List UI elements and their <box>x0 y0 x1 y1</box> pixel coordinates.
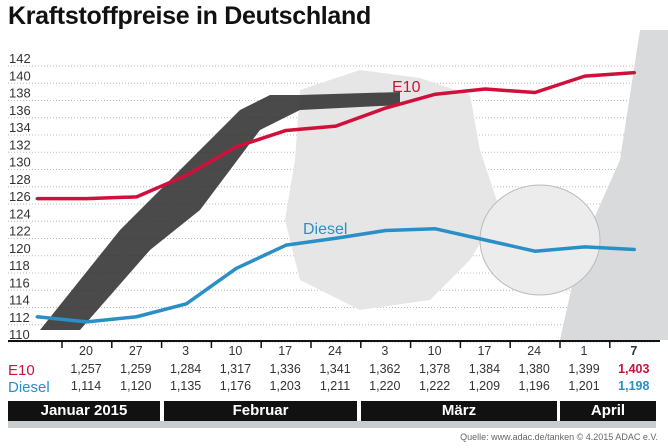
data-point-diesel <box>384 229 388 232</box>
diesel-cell: 1,198 <box>618 379 650 393</box>
data-point-diesel <box>583 245 587 249</box>
e10-cell: 1,317 <box>219 362 252 376</box>
y-tick-label: 126 <box>9 189 31 204</box>
date-cell: 24 <box>527 344 542 358</box>
y-tick-label: 136 <box>9 103 31 118</box>
line-chart: 110 112 114 116 118 120 122 124 126 128 130 132 134 1… <box>8 30 668 348</box>
data-point-e10 <box>334 124 338 128</box>
chart-title: Kraftstoffpreise in Deutschland <box>8 2 371 30</box>
row-label-e10: E10 <box>8 362 35 379</box>
e10-cell: 1,259 <box>120 362 152 376</box>
y-tick-label: 118 <box>9 258 30 273</box>
footer-bar <box>8 421 656 428</box>
data-point-e10 <box>583 74 587 78</box>
data-point-diesel <box>433 227 437 231</box>
diesel-cell: 1,220 <box>369 379 401 393</box>
data-point-e10 <box>284 128 288 132</box>
data-point-e10 <box>633 71 637 75</box>
data-point-e10 <box>85 197 89 201</box>
e10-cell: 1,384 <box>468 362 501 376</box>
data-point-e10 <box>184 173 188 177</box>
source-note: Quelle: www.adac.de/tanken © 4.2015 ADAC… <box>460 432 658 442</box>
y-tick-label: 138 <box>9 86 31 101</box>
data-point-e10 <box>135 195 139 199</box>
diesel-cell: 1,176 <box>219 379 252 393</box>
date-cell: 27 <box>128 344 143 358</box>
e10-cell: 1,341 <box>319 362 351 376</box>
data-point-e10 <box>433 92 437 96</box>
e10-cell: 1,380 <box>518 362 550 376</box>
e10-cell: 1,403 <box>618 362 650 376</box>
date-cell: 17 <box>477 344 492 358</box>
month-februar: Februar <box>164 401 357 421</box>
y-tick-label: 134 <box>9 120 31 135</box>
e10-cell: 1,378 <box>418 362 451 376</box>
data-point-diesel <box>533 249 537 253</box>
y-tick-label: 128 <box>9 172 31 187</box>
e10-cell: 1,362 <box>369 362 401 376</box>
data-point-diesel <box>633 247 637 251</box>
germany-map-silhouette <box>285 70 500 310</box>
date-cell: 10 <box>427 344 442 358</box>
data-point-e10 <box>234 145 238 149</box>
y-tick-label: 116 <box>9 275 30 290</box>
e10-cell: 1,336 <box>269 362 301 376</box>
date-cell: 1 <box>580 344 588 358</box>
y-tick-label: 120 <box>9 241 31 256</box>
data-point-diesel <box>284 243 288 247</box>
date-cell: 3 <box>381 344 389 358</box>
date-cell: 10 <box>228 344 243 358</box>
data-point-diesel <box>234 266 238 270</box>
month-januar: Januar 2015 <box>8 401 160 421</box>
date-cell: 20 <box>79 344 93 358</box>
data-point-diesel <box>135 315 139 319</box>
data-point-e10 <box>483 87 487 91</box>
fuel-nozzle-illustration <box>40 92 400 330</box>
diesel-cell: 1,114 <box>70 379 102 393</box>
fuel-cap-illustration <box>479 184 601 296</box>
month-maerz: März <box>361 401 557 421</box>
e10-cell: 1,284 <box>169 362 202 376</box>
y-tick-label: 142 <box>9 51 31 66</box>
y-tick-label: 124 <box>9 206 31 221</box>
row-label-diesel: Diesel <box>8 379 50 396</box>
y-tick-label: 122 <box>9 224 31 239</box>
data-point-diesel <box>35 315 39 319</box>
data-point-diesel <box>85 320 89 324</box>
diesel-cell: 1,211 <box>319 379 351 393</box>
date-cell: 3 <box>182 344 190 358</box>
diesel-cell: 1,222 <box>418 379 451 393</box>
data-point-e10 <box>35 197 39 201</box>
data-point-diesel <box>184 302 188 306</box>
diesel-cell: 1,203 <box>269 379 301 393</box>
y-tick-label: 112 <box>9 310 30 325</box>
e10-cell: 1,399 <box>568 362 600 376</box>
y-tick-label: 130 <box>9 155 31 170</box>
diesel-cell: 1,201 <box>568 379 600 393</box>
y-tick-label: 114 <box>9 293 30 308</box>
date-cell: 24 <box>328 344 342 358</box>
data-point-diesel <box>483 238 487 242</box>
data-point-e10 <box>384 106 388 110</box>
y-tick-label: 140 <box>9 68 31 83</box>
y-tick-label: 132 <box>9 137 31 152</box>
series-label-e10: E10 <box>392 79 421 96</box>
diesel-cell: 1,209 <box>468 379 501 393</box>
data-point-e10 <box>533 91 537 94</box>
month-april: April <box>560 401 656 421</box>
e10-cell: 1,257 <box>70 362 102 376</box>
date-cell: 17 <box>278 344 293 358</box>
diesel-cell: 1,120 <box>120 379 152 393</box>
car-illustration <box>560 30 668 340</box>
diesel-cell: 1,196 <box>518 379 550 393</box>
diesel-cell: 1,135 <box>169 379 202 393</box>
series-label-diesel: Diesel <box>303 221 347 238</box>
data-point-diesel <box>334 236 338 240</box>
y-tick-label: 110 <box>9 327 30 342</box>
date-cell: 7 <box>630 344 638 358</box>
